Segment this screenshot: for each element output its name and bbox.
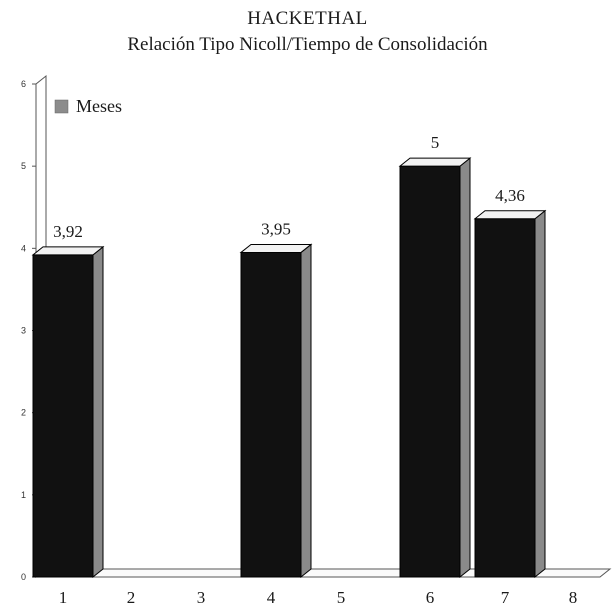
y-tick-label: 5 <box>21 161 26 171</box>
bar-front <box>32 254 94 578</box>
bar-top <box>473 210 547 220</box>
legend: Meses <box>54 96 122 116</box>
bar-side <box>300 243 312 579</box>
bar <box>398 157 472 579</box>
x-tick-label: 5 <box>337 588 346 607</box>
y-tick-label: 2 <box>21 408 26 418</box>
chart-subtitle: Relación Tipo Nicoll/Tiempo de Consolida… <box>127 34 488 55</box>
y-tick-label: 0 <box>21 572 26 582</box>
data-label: 3,92 <box>53 222 83 241</box>
bar-top <box>398 157 472 167</box>
x-tick-label: 6 <box>426 588 435 607</box>
data-label: 5 <box>431 133 440 152</box>
bar <box>239 243 313 579</box>
bar <box>31 245 105 579</box>
x-tick-label: 4 <box>267 588 276 607</box>
bar-side <box>92 245 104 579</box>
y-tick-label: 3 <box>21 326 26 336</box>
bar <box>473 209 547 579</box>
bar-front <box>399 165 461 578</box>
y-tick-label: 1 <box>21 490 26 500</box>
bar-top <box>239 243 313 253</box>
x-tick-label: 3 <box>197 588 206 607</box>
y-tick-label: 4 <box>21 243 26 253</box>
data-label: 3,95 <box>261 219 291 238</box>
legend-swatch <box>54 99 69 114</box>
bar-side <box>534 209 546 579</box>
bar-top <box>31 246 105 256</box>
x-tick-label: 7 <box>501 588 510 607</box>
bar-front <box>240 251 302 578</box>
bar-side <box>459 157 471 579</box>
data-label: 4,36 <box>495 186 525 205</box>
bar-front <box>474 218 536 578</box>
chart-title: HACKETHAL <box>247 8 368 29</box>
x-tick-label: 2 <box>127 588 136 607</box>
x-tick-label: 1 <box>59 588 68 607</box>
y-tick-label: 6 <box>21 79 26 89</box>
x-tick-label: 8 <box>569 588 578 607</box>
legend-label: Meses <box>76 96 122 116</box>
